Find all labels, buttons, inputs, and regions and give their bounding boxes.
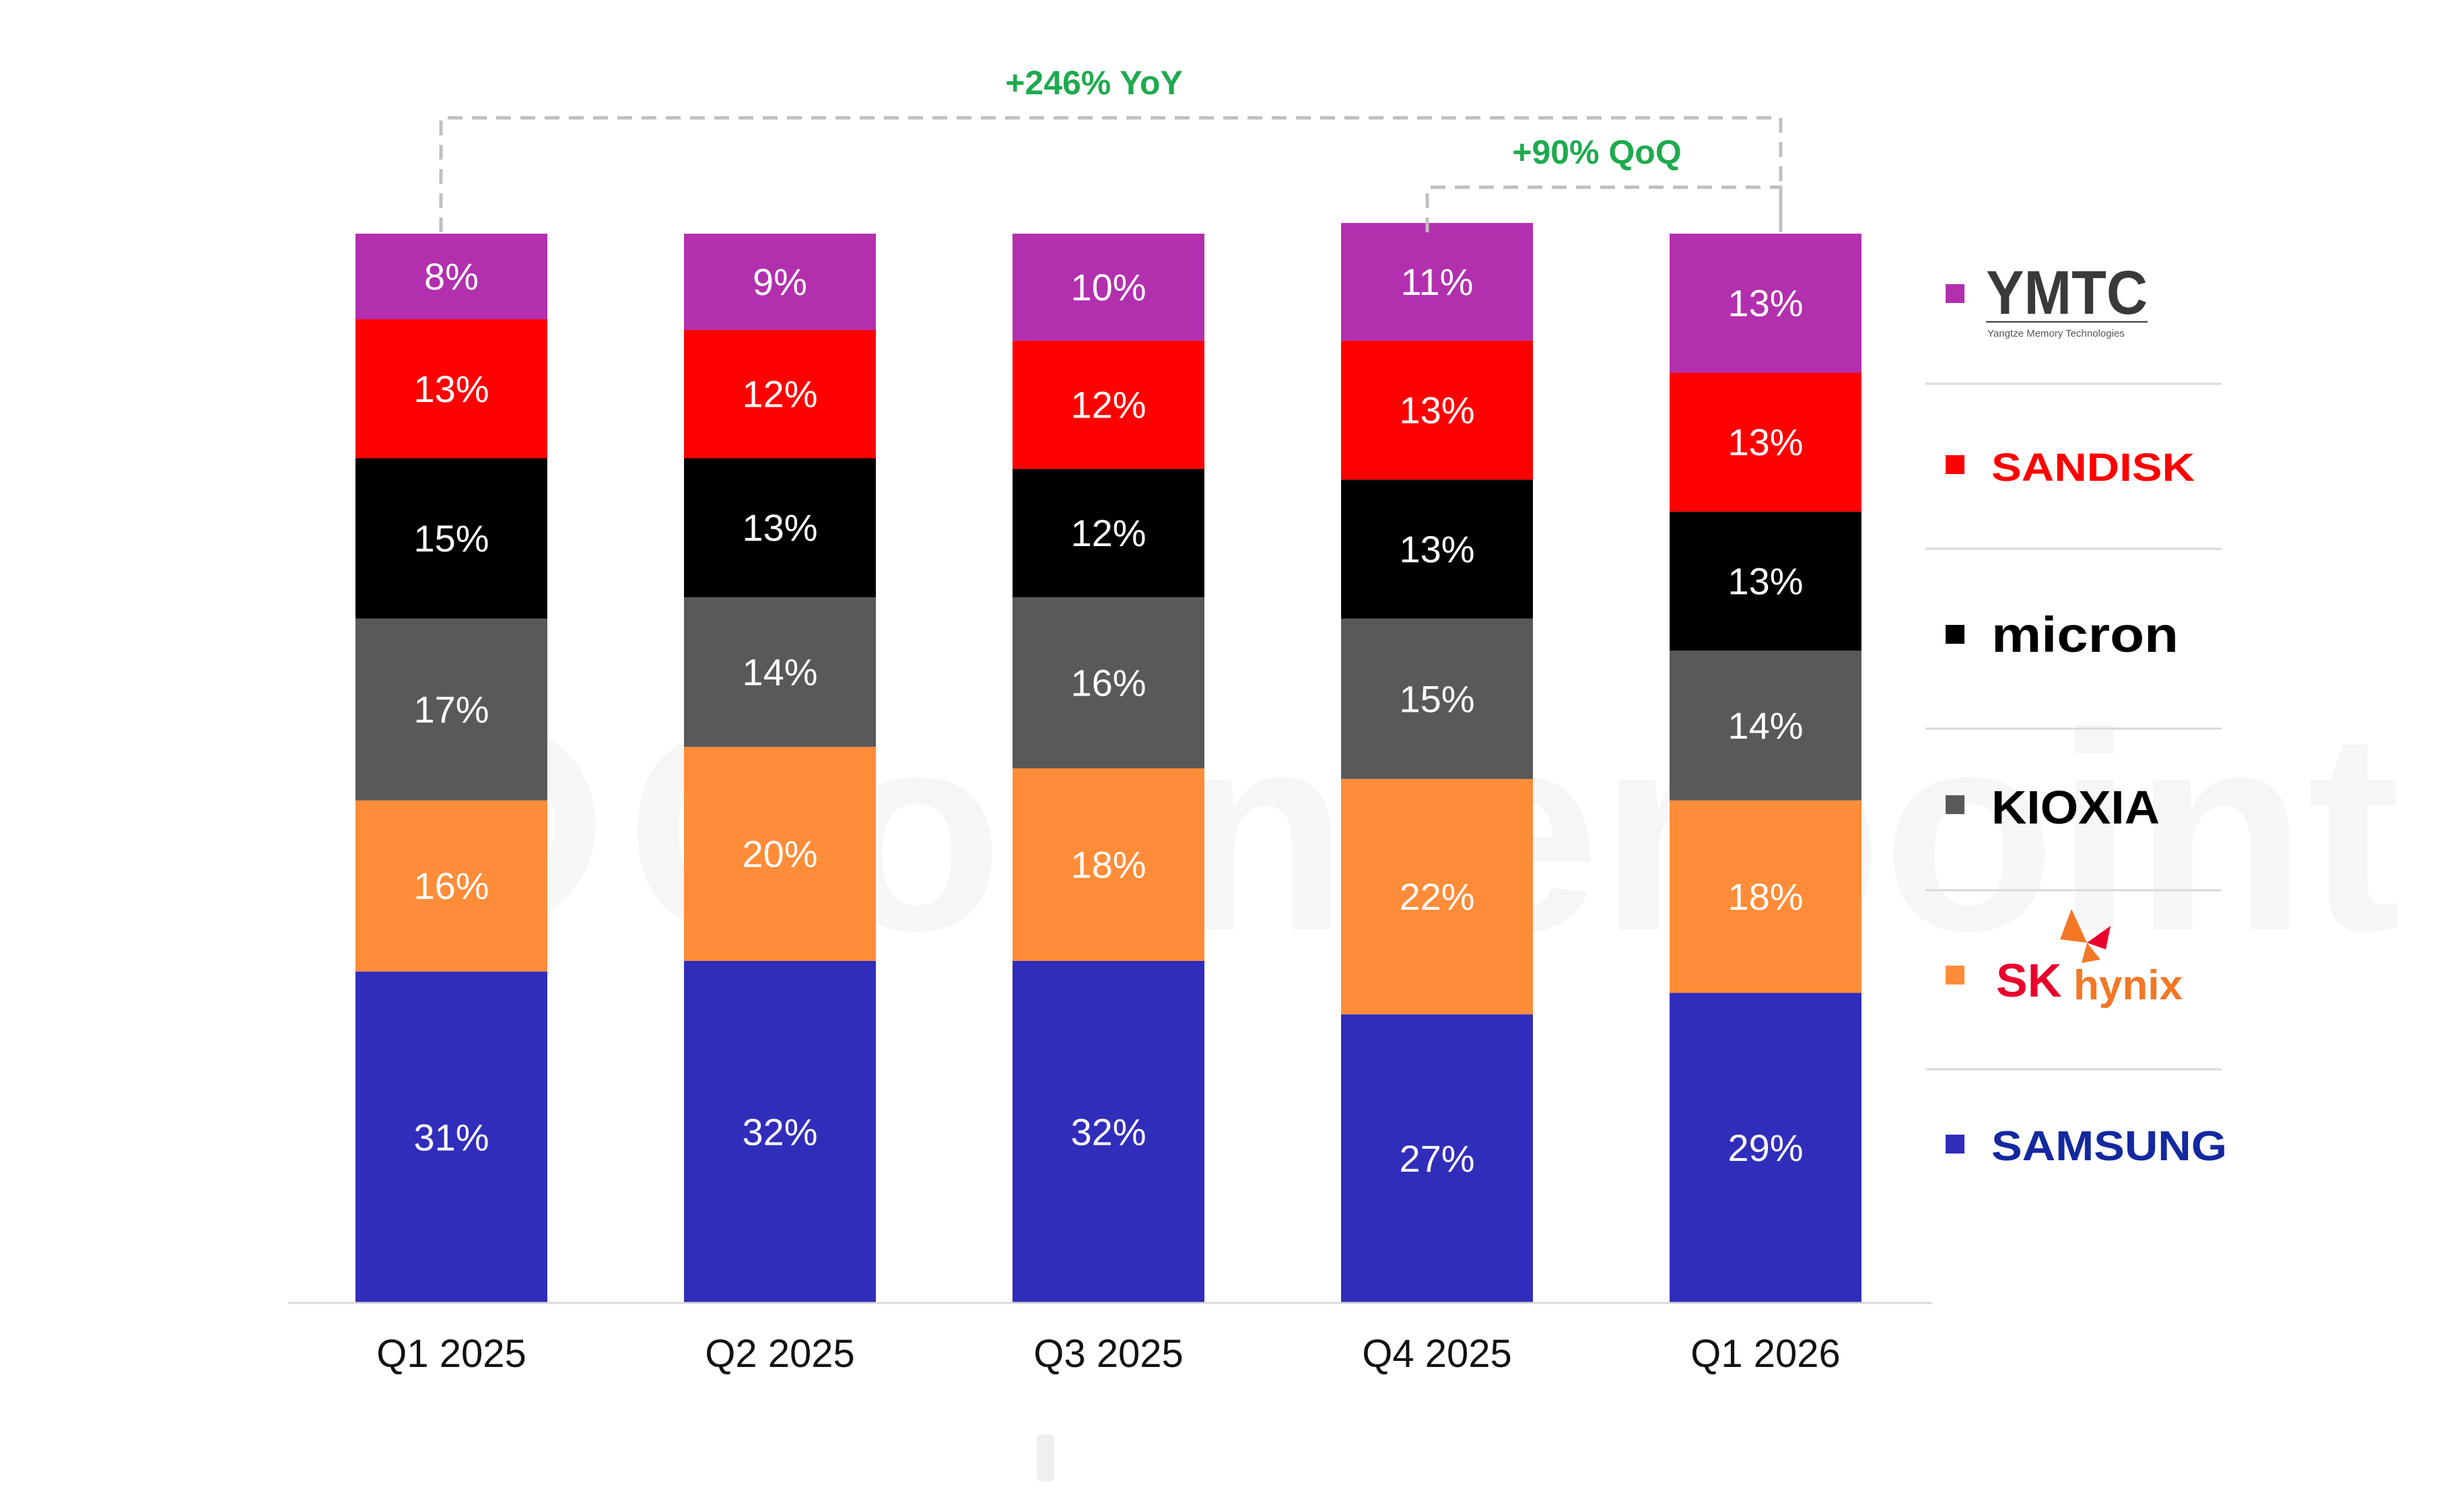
bar-segment-label: 17% [413, 688, 489, 731]
bar-segment-micron [1341, 479, 1533, 619]
kioxia-logo: KIOXIA [1991, 781, 2160, 834]
bar-segment-kioxia [1341, 618, 1533, 779]
bar-segment-sandisk [1341, 340, 1533, 480]
bar-segment-label: 32% [1070, 1110, 1146, 1153]
bar-segment-label: 13% [742, 506, 817, 549]
bar-segment-sk-hynix [1670, 800, 1861, 993]
x-tick-label: Q1 2026 [1690, 1332, 1841, 1376]
bar-segment-ymtc [1670, 234, 1861, 373]
bar-segment-label: 11% [1401, 261, 1474, 303]
bar-segment-label: 12% [742, 373, 817, 415]
butterfly-icon [2060, 909, 2111, 963]
bar-segment-sk-hynix [355, 800, 547, 972]
segment-labels-group: 31% 16% 17% 15% 13% 8% 32% 20% 14% 13% 12% 9% 32% 18%… [413, 255, 1803, 1180]
ymtc-logo-text: YMTC [1986, 259, 2148, 327]
bar-segment-label: 16% [413, 865, 489, 907]
samsung-logo: SAMSUNG [1991, 1123, 2227, 1170]
bar-segment-micron [1670, 511, 1861, 651]
x-tick-label: Q2 2025 [705, 1332, 855, 1376]
bar-segment-label: 27% [1399, 1137, 1474, 1180]
sandisk-logo: SANDISK [1991, 446, 2195, 490]
legend-swatch-micron [1946, 625, 1964, 644]
bar-segment-micron [1013, 469, 1204, 597]
bar-segment-micron [355, 458, 547, 619]
bar-segment-kioxia [1670, 650, 1861, 801]
bar-segment-label: 13% [1399, 389, 1474, 432]
bar-segment-label: 16% [1070, 661, 1146, 704]
bar-segment-label: 13% [413, 368, 489, 410]
micron-logo: micron [1991, 607, 2179, 663]
ymtc-logo: YMTC Yangtze Memory Technologies [1986, 259, 2148, 339]
bar-segment-kioxia [1013, 597, 1204, 768]
legend-item-samsung: SAMSUNG [1946, 1123, 2227, 1170]
bar-segment-label: 15% [413, 517, 489, 560]
bar-segment-ymtc [684, 234, 876, 330]
category-labels-group: Q1 2025 Q2 2025 Q3 2025 Q4 2025 Q1 2026 [376, 1332, 1841, 1376]
bar-segment-label: 8% [424, 255, 479, 298]
bar-segment-samsung [684, 960, 876, 1303]
bar-segment-kioxia [355, 618, 547, 801]
legend-item-ymtc: YMTC Yangtze Memory Technologies [1946, 259, 2148, 339]
bar-segment-label: 15% [1399, 677, 1474, 720]
bar-segment-kioxia [684, 597, 876, 747]
bar-segment-sk-hynix [1013, 768, 1204, 961]
yoy-annotation: +246% YoY [1005, 64, 1183, 102]
bar-segment-label: 29% [1727, 1127, 1803, 1169]
bars-group [355, 223, 1861, 1303]
skhynix-logo: SK hynix [1996, 909, 2183, 1009]
bar-segment-label: 13% [1727, 282, 1803, 325]
bar-segment-label: 18% [1070, 843, 1146, 885]
bar-segment-samsung [1670, 993, 1861, 1303]
bar-segment-samsung [1013, 960, 1204, 1303]
x-tick-label: Q3 2025 [1033, 1332, 1184, 1376]
legend-item-sandisk: SANDISK [1946, 446, 2195, 490]
ymtc-logo-subtitle: Yangtze Memory Technologies [1987, 328, 2125, 339]
legend-swatch-skhynix [1946, 966, 1964, 984]
bar-segment-sandisk [684, 329, 876, 459]
decorative-mark [1037, 1434, 1054, 1481]
legend: YMTC Yangtze Memory Technologies SANDISK… [1925, 259, 2227, 1170]
legend-swatch-sandisk [1946, 455, 1964, 474]
bar-segment-label: 14% [742, 651, 817, 694]
bar-segment-label: 22% [1399, 875, 1474, 918]
bar-segment-label: 13% [1727, 560, 1803, 603]
legend-item-skhynix: SK hynix [1946, 909, 2183, 1009]
bar-segment-sk-hynix [684, 747, 876, 961]
bar-segment-label: 13% [1727, 421, 1803, 463]
bar-segment-label: 9% [753, 261, 807, 303]
bar-segment-label: 10% [1070, 266, 1146, 308]
bar-segment-label: 18% [1727, 875, 1803, 918]
x-tick-label: Q4 2025 [1362, 1332, 1512, 1376]
bar-segment-label: 32% [742, 1110, 817, 1153]
legend-item-micron: micron [1946, 607, 2179, 663]
hynix-logo-text: hynix [2074, 962, 2183, 1009]
x-tick-label: Q1 2025 [376, 1332, 526, 1376]
bar-segment-sandisk [355, 319, 547, 459]
bar-segment-label: 12% [1070, 512, 1146, 554]
bar-segment-label: 12% [1070, 384, 1146, 426]
bar-segment-samsung [1341, 1014, 1533, 1303]
bar-segment-label: 31% [413, 1116, 489, 1158]
legend-swatch-samsung [1946, 1135, 1964, 1153]
bar-segment-label: 14% [1727, 704, 1803, 747]
bar-segment-label: 20% [742, 833, 817, 875]
yoy-connector [439, 116, 1783, 232]
bar-segment-ymtc [1341, 223, 1533, 341]
qoq-annotation: +90% QoQ [1512, 133, 1682, 171]
bar-segment-samsung [355, 971, 547, 1303]
bar-segment-sk-hynix [1341, 778, 1533, 1015]
sk-logo-text: SK [1996, 954, 2061, 1007]
bar-segment-label: 13% [1399, 528, 1474, 570]
bar-segment-sandisk [1013, 340, 1204, 469]
bar-segment-ymtc [355, 234, 547, 320]
bar-segment-ymtc [1013, 234, 1204, 341]
bar-segment-micron [684, 458, 876, 597]
legend-item-kioxia: KIOXIA [1946, 781, 2160, 834]
annotations: +246% YoY +90% QoQ [439, 64, 1783, 232]
bar-segment-sandisk [1670, 372, 1861, 512]
qoq-connector [1425, 185, 1783, 232]
legend-swatch-ymtc [1946, 284, 1964, 303]
legend-swatch-kioxia [1946, 795, 1964, 814]
